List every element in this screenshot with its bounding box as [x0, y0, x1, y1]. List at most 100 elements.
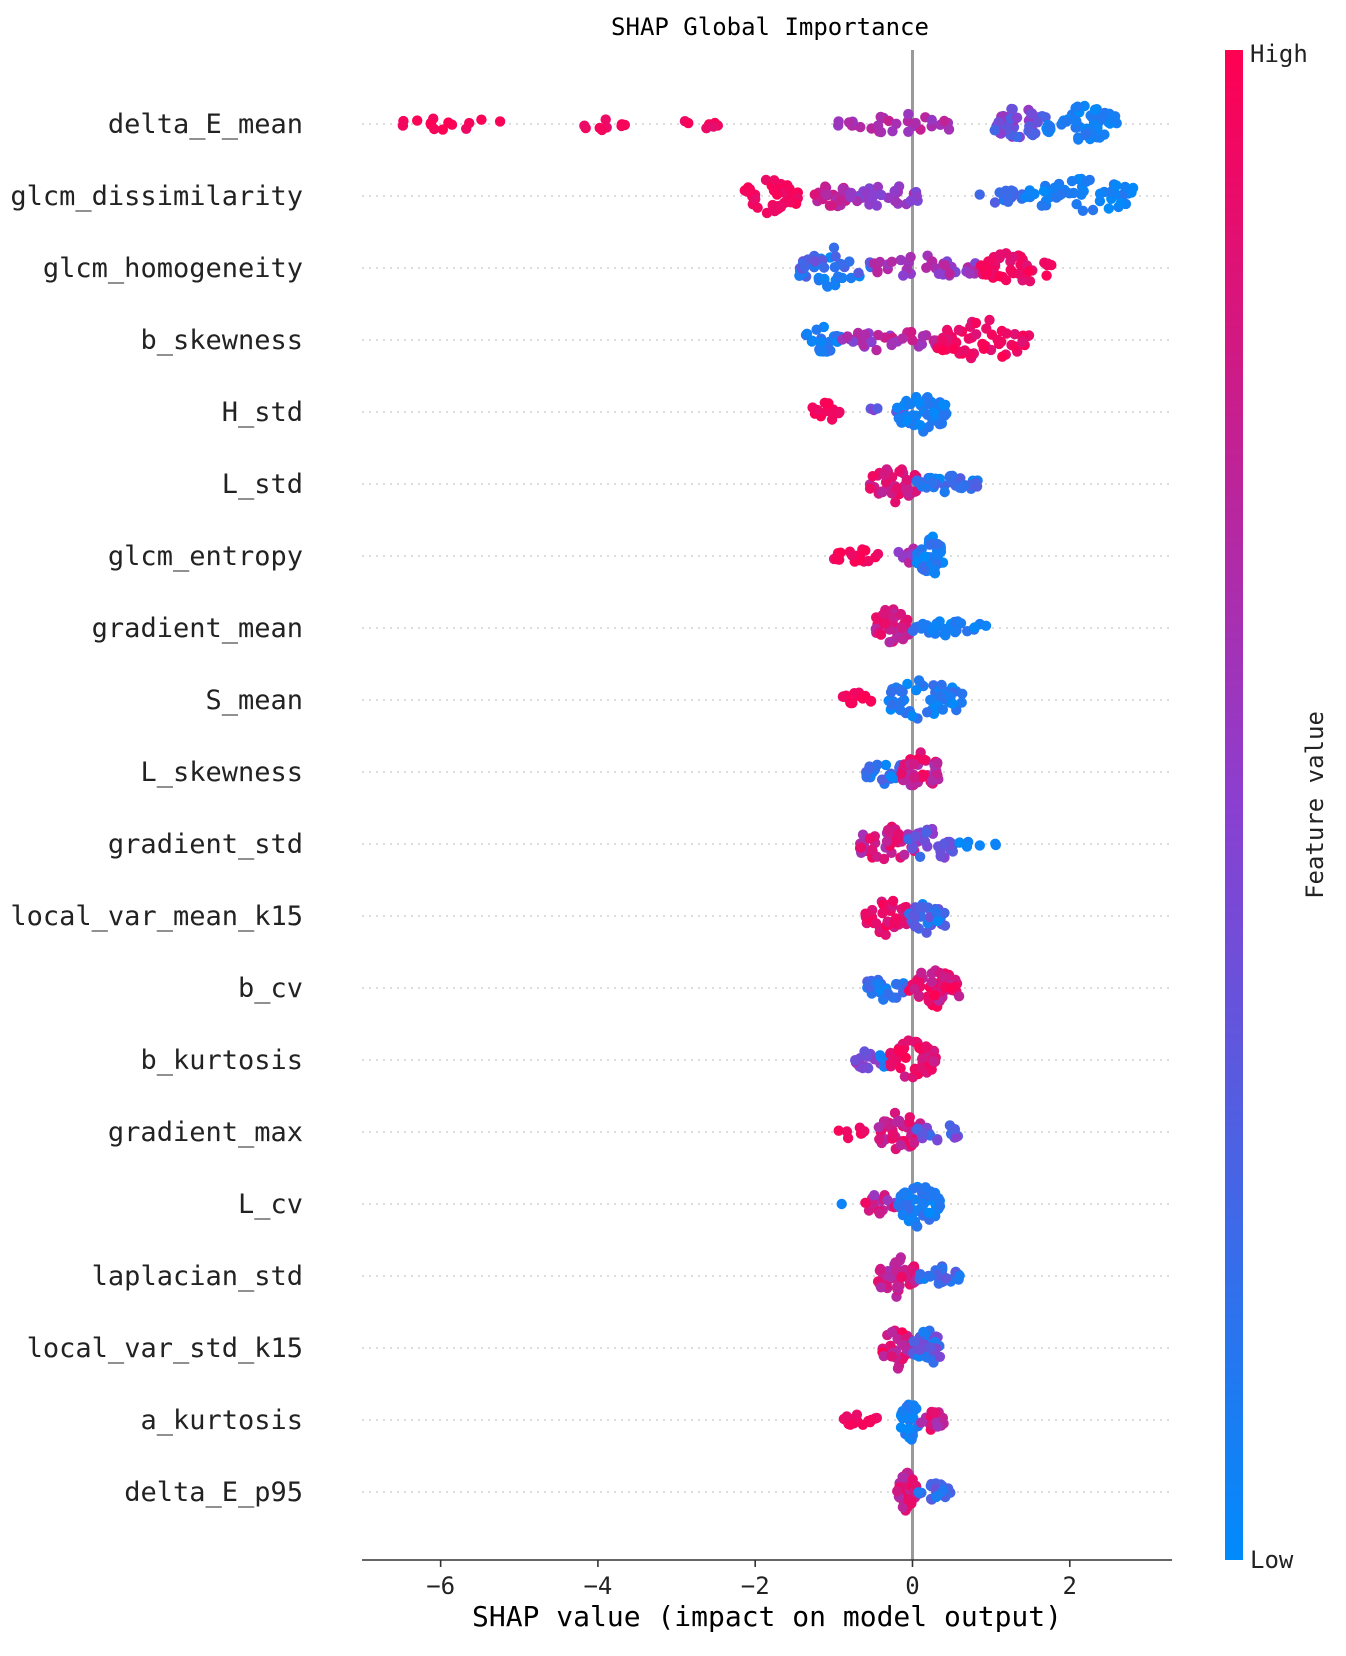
shap-point	[920, 1041, 932, 1052]
shap-point	[885, 771, 897, 782]
shap-point	[949, 1124, 961, 1135]
shap-point	[886, 1326, 897, 1338]
shap-point	[1009, 341, 1020, 352]
shap-point	[908, 842, 919, 853]
shap-point	[944, 268, 955, 279]
shap-point	[897, 1406, 908, 1417]
shap-point	[776, 200, 787, 211]
shap-point	[836, 1198, 847, 1210]
shap-point	[412, 115, 423, 126]
shap-point	[886, 611, 898, 622]
shap-point	[886, 699, 898, 710]
feature-label: glcm_dissimilarity	[10, 181, 303, 212]
shap-point	[989, 125, 1000, 136]
shap-point	[855, 842, 867, 853]
shap-point	[887, 895, 899, 907]
shap-point	[925, 1342, 936, 1353]
shap-point	[885, 687, 897, 698]
shap-point	[878, 608, 890, 620]
shap-point	[895, 686, 906, 697]
shap-point	[807, 335, 818, 346]
shap-point	[1094, 188, 1106, 199]
shap-point	[834, 406, 845, 418]
shap-point	[953, 324, 965, 336]
shap-point	[936, 679, 947, 691]
shap-point	[877, 908, 888, 919]
shap-point	[937, 704, 948, 715]
shap-point	[1008, 252, 1019, 263]
shap-point	[992, 334, 1003, 346]
x-tick-label: 2	[1063, 1572, 1077, 1600]
shap-point	[1000, 274, 1012, 286]
shap-point	[868, 258, 880, 269]
shap-point	[863, 555, 874, 567]
shap-point	[750, 193, 761, 205]
feature-label: L_skewness	[140, 757, 303, 788]
shap-point	[1115, 197, 1127, 208]
shap-point	[994, 249, 1006, 260]
shap-point	[1109, 112, 1120, 124]
shap-point	[935, 851, 946, 862]
feature-label: a_kurtosis	[140, 1405, 303, 1436]
shap-point	[1032, 117, 1043, 128]
shap-point	[931, 907, 942, 918]
shap-point	[926, 976, 937, 988]
shap-point	[969, 622, 980, 633]
shap-point	[912, 1221, 923, 1232]
shap-point	[443, 117, 454, 128]
shap-point	[872, 548, 884, 560]
shap-point	[882, 1194, 893, 1206]
shap-point	[1081, 176, 1092, 187]
shap-point	[891, 483, 902, 494]
shap-point	[914, 1344, 925, 1356]
shap-point	[1066, 175, 1078, 187]
shap-point	[1094, 195, 1106, 207]
shap-point	[926, 1064, 937, 1075]
shap-point	[437, 124, 448, 135]
shap-point	[864, 764, 875, 775]
shap-point	[909, 911, 920, 922]
shap-point	[926, 114, 937, 126]
shap-point	[925, 1271, 936, 1282]
shap-point	[879, 469, 890, 480]
shap-point	[821, 280, 833, 292]
shap-point	[939, 115, 950, 127]
shap-point	[872, 403, 883, 414]
feature-label: L_std	[222, 469, 303, 500]
shap-point	[970, 317, 982, 329]
shap-point	[898, 270, 909, 281]
shap-point	[929, 564, 940, 576]
colorbar	[1225, 50, 1243, 1560]
x-axis-label: SHAP value (impact on model output)	[472, 1600, 1062, 1633]
shap-point	[807, 402, 818, 413]
shap-point	[893, 413, 904, 424]
shap-point	[927, 1188, 938, 1199]
shap-point	[940, 1273, 952, 1284]
shap-point	[916, 1053, 928, 1064]
shap-point	[1024, 265, 1035, 277]
x-axis-ticks: −6 −4 −2 0 2	[426, 1560, 1077, 1600]
shap-point	[872, 181, 884, 193]
shap-point	[898, 1472, 910, 1483]
shap-point	[905, 251, 916, 263]
shap-point	[955, 618, 967, 629]
shap-point	[906, 326, 917, 338]
shap-point	[841, 1126, 853, 1137]
shap-point	[897, 1209, 909, 1221]
shap-point	[892, 1281, 903, 1292]
feature-label: S_mean	[205, 685, 303, 716]
shap-point	[1009, 329, 1020, 340]
shap-point	[809, 256, 821, 267]
shap-point	[980, 620, 992, 631]
shap-point	[895, 609, 907, 620]
feature-label: H_std	[222, 397, 303, 428]
shap-point	[859, 1126, 870, 1137]
shap-point	[1071, 199, 1082, 210]
shap-point	[939, 907, 950, 919]
shap-point	[921, 262, 932, 273]
shap-point	[1056, 188, 1068, 199]
shap-point	[939, 838, 950, 849]
shap-point	[917, 331, 929, 342]
shap-point	[895, 697, 907, 708]
shap-point	[890, 497, 901, 508]
